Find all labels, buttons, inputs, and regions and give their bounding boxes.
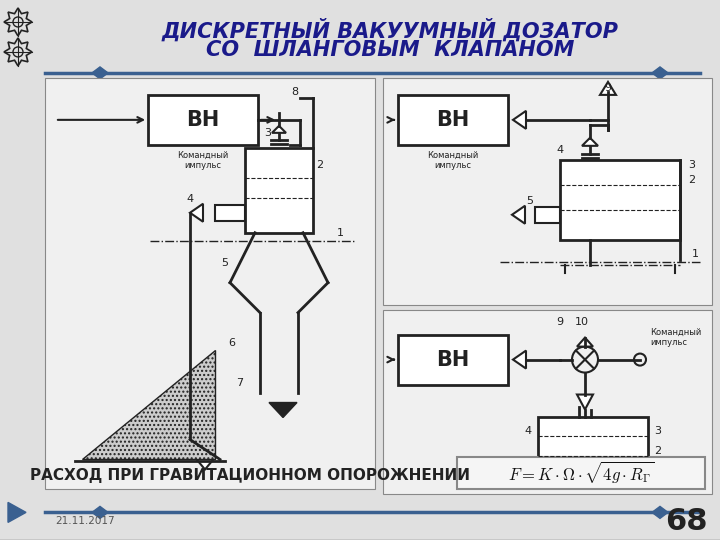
Bar (398, 95, 508, 145)
Text: $F = K \cdot \Omega \cdot \sqrt{4g \cdot R_{\Gamma}}$: $F = K \cdot \Omega \cdot \sqrt{4g \cdot… (508, 461, 654, 487)
Bar (383, 309, 712, 495)
Text: РАСХОД ПРИ ГРАВИТАЦИОННОМ ОПОРОЖНЕНИИ: РАСХОД ПРИ ГРАВИТАЦИОННОМ ОПОРОЖНЕНИИ (30, 468, 470, 483)
Polygon shape (195, 457, 215, 469)
Polygon shape (577, 395, 593, 409)
Text: Командный
импульс: Командный импульс (177, 151, 229, 170)
Text: 7: 7 (236, 377, 243, 388)
Polygon shape (190, 204, 203, 222)
Text: 2: 2 (316, 160, 323, 170)
Text: 4: 4 (186, 194, 194, 204)
Bar (45, 78, 375, 489)
Bar (245, 148, 313, 233)
Text: 2: 2 (688, 175, 696, 185)
Bar (383, 78, 712, 305)
Text: 5: 5 (526, 196, 534, 206)
Text: СО  ШЛАНГОВЫМ  КЛАПАНОМ: СО ШЛАНГОВЫМ КЛАПАНОМ (206, 40, 574, 60)
Polygon shape (92, 67, 108, 79)
Text: 6: 6 (228, 338, 235, 348)
Polygon shape (652, 507, 668, 518)
Polygon shape (577, 338, 593, 347)
Text: 4: 4 (557, 145, 564, 155)
Text: ВН: ВН (436, 110, 469, 130)
Text: 10: 10 (575, 316, 589, 327)
Text: 1: 1 (336, 228, 343, 238)
Polygon shape (600, 82, 616, 95)
Bar (457, 457, 705, 489)
Text: ВН: ВН (436, 349, 469, 369)
Text: Командный
импульс: Командный импульс (650, 328, 701, 347)
Text: 5: 5 (222, 258, 228, 268)
Text: 1: 1 (691, 249, 698, 259)
Polygon shape (272, 126, 286, 133)
Text: 3: 3 (654, 427, 662, 436)
Text: Командный
импульс: Командный импульс (428, 151, 479, 170)
Polygon shape (513, 350, 526, 369)
Polygon shape (513, 111, 526, 129)
Text: 9: 9 (604, 83, 611, 93)
Polygon shape (512, 206, 525, 224)
Text: 9: 9 (557, 316, 564, 327)
Bar (560, 160, 680, 240)
Bar (398, 335, 508, 384)
Bar (148, 95, 258, 145)
Text: 4: 4 (524, 427, 531, 436)
Text: 2: 2 (654, 447, 662, 456)
Polygon shape (652, 67, 668, 79)
Text: 21.11.2017: 21.11.2017 (55, 516, 114, 526)
Text: 3: 3 (688, 160, 696, 170)
Bar (215, 205, 245, 221)
Text: 3: 3 (264, 128, 271, 138)
Text: ДИСКРЕТНЫЙ ВАКУУМНЫЙ ДОЗАТОР: ДИСКРЕТНЫЙ ВАКУУМНЫЙ ДОЗАТОР (161, 18, 618, 41)
Text: 68: 68 (665, 507, 708, 536)
Polygon shape (582, 138, 598, 146)
Polygon shape (269, 402, 297, 417)
Polygon shape (92, 507, 108, 518)
Bar (535, 207, 560, 222)
Polygon shape (82, 349, 215, 460)
Text: 8: 8 (292, 87, 299, 97)
Polygon shape (8, 502, 26, 522)
Text: ВН: ВН (186, 110, 220, 130)
Bar (538, 416, 648, 471)
